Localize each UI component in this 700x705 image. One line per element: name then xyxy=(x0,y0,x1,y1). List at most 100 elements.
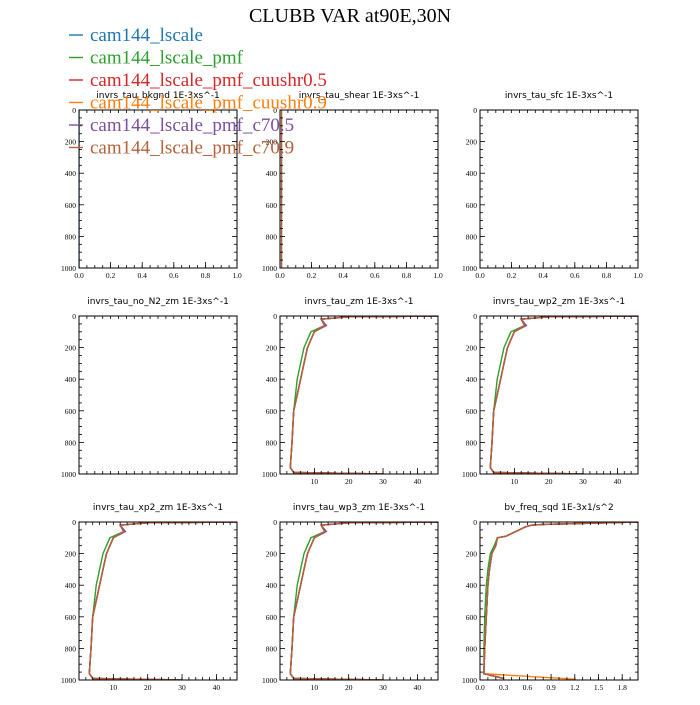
y-tick-label: 1000 xyxy=(262,264,277,273)
panel-title: bv_freq_sqd 1E-3x1/s^2 xyxy=(504,503,613,513)
y-tick-label: 200 xyxy=(266,138,278,147)
x-tick-label: 0.0 xyxy=(475,683,485,692)
y-tick-label: 400 xyxy=(466,375,478,384)
y-tick-label: 0 xyxy=(273,106,277,115)
series-lines xyxy=(289,316,438,474)
y-tick-label: 0 xyxy=(273,518,277,527)
plot-frame xyxy=(479,521,639,681)
y-tick-label: 1000 xyxy=(61,264,76,273)
y-tick-label: 400 xyxy=(266,169,278,178)
series-line-cam144_lscale_pmf_cuushr0.9 xyxy=(483,522,638,680)
y-tick-label: 200 xyxy=(65,138,77,147)
y-tick-label: 800 xyxy=(65,644,77,653)
legend-label: cam144_lscale_pmf_c70.9 xyxy=(90,138,294,159)
series-line-cam144_lscale_pmf_c70.5 xyxy=(88,522,237,680)
panel-title: invrs_tau_wp2_zm 1E-3xs^-1 xyxy=(493,297,625,307)
y-tick-label: 800 xyxy=(266,438,278,447)
panel-title: invrs_tau_no_N2_zm 1E-3xs^-1 xyxy=(87,297,229,307)
y-tick-label: 200 xyxy=(466,550,478,559)
panel-title: invrs_tau_zm 1E-3xs^-1 xyxy=(305,297,414,307)
series-line-cam144_lscale_pmf xyxy=(489,316,638,474)
x-tick-label: 10 xyxy=(311,683,319,692)
plot-frame xyxy=(479,315,639,475)
x-tick-label: 40 xyxy=(414,477,422,486)
legend-label: cam144_lscale_pmf xyxy=(90,48,244,69)
y-tick-label: 1000 xyxy=(462,470,477,479)
y-tick-label: 800 xyxy=(65,438,77,447)
x-tick-label: 1.0 xyxy=(433,271,443,280)
legend-label: cam144_lscale_pmf_cuushr0.9 xyxy=(90,93,327,114)
x-tick-label: 0.0 xyxy=(74,271,84,280)
series-line-cam144_lscale_pmf_cuushr0.5 xyxy=(289,522,438,680)
panel-title: invrs_tau_wp3_zm 1E-3xs^-1 xyxy=(293,503,425,513)
series-line-cam144_lscale_pmf_c70.9 xyxy=(489,316,638,474)
y-tick-label: 400 xyxy=(65,169,77,178)
series-line-cam144_lscale_pmf xyxy=(289,522,438,680)
panel-invrs_tau_no_N2_zm: invrs_tau_no_N2_zm 1E-3xs^-1 0 200 400 600 80… xyxy=(61,297,238,479)
series-lines xyxy=(489,316,638,474)
x-tick-label: 0.6 xyxy=(570,271,580,280)
x-tick-label: 0.0 xyxy=(475,271,485,280)
y-tick-label: 1000 xyxy=(462,676,477,685)
panel-grid: invrs_tau_bkgnd 1E-3xs^-1020040060080010… xyxy=(61,91,643,692)
y-tick-label: 600 xyxy=(466,407,478,416)
plot-frame xyxy=(479,109,639,269)
legend-item: cam144_lscale_pmf_cuushr0.9 xyxy=(69,93,327,114)
series-line-cam144_lscale xyxy=(489,316,638,474)
series-line-cam144_lscale_pmf xyxy=(88,522,237,680)
x-tick-label: 1.8 xyxy=(618,683,628,692)
series-line-cam144_lscale_pmf xyxy=(289,316,438,474)
y-tick-label: 0 xyxy=(72,106,76,115)
series-line-cam144_lscale_pmf_c70.9 xyxy=(289,316,438,474)
series-line-cam144_lscale_pmf_cuushr0.5 xyxy=(489,316,638,474)
x-tick-label: 0.3 xyxy=(499,683,509,692)
series-line-cam144_lscale_pmf_c70.5 xyxy=(489,316,638,474)
y-tick-label: 200 xyxy=(266,550,278,559)
y-tick-label: 1000 xyxy=(61,470,76,479)
y-tick-label: 0 xyxy=(273,312,277,321)
legend-item: cam144_lscale_pmf_c70.5 xyxy=(69,115,294,136)
series-line-cam144_lscale_pmf_c70.5 xyxy=(289,522,438,680)
y-tick-label: 600 xyxy=(466,613,478,622)
y-tick-label: 800 xyxy=(466,438,478,447)
series-line-cam144_lscale_pmf_cuushr0.9 xyxy=(289,522,438,680)
y-tick-label: 200 xyxy=(65,550,77,559)
series-line-cam144_lscale_pmf_c70.9 xyxy=(483,522,638,680)
series-lines xyxy=(289,522,438,680)
y-tick-label: 0 xyxy=(72,312,76,321)
series-line-cam144_lscale xyxy=(483,522,638,680)
panel-invrs_tau_shear: invrs_tau_shear 1E-3xs^-1 0 200 400 600 800 10… xyxy=(262,91,443,280)
y-tick-label: 400 xyxy=(466,169,478,178)
x-tick-label: 0.0 xyxy=(275,271,285,280)
panel-title: invrs_tau_shear 1E-3xs^-1 xyxy=(299,91,420,101)
series-line-cam144_lscale_pmf_c70.5 xyxy=(289,316,438,474)
series-line-cam144_lscale_pmf_cuushr0.5 xyxy=(483,522,638,680)
y-tick-label: 200 xyxy=(65,344,77,353)
plot-frame xyxy=(78,521,238,681)
y-tick-label: 1000 xyxy=(262,470,277,479)
x-tick-label: 0.9 xyxy=(546,683,556,692)
y-tick-label: 800 xyxy=(466,232,478,241)
x-tick-label: 0.4 xyxy=(539,271,549,280)
y-tick-label: 400 xyxy=(466,581,478,590)
x-tick-label: 0.6 xyxy=(523,683,533,692)
x-tick-label: 30 xyxy=(379,477,387,486)
y-tick-label: 0 xyxy=(473,106,477,115)
x-tick-label: 30 xyxy=(579,477,587,486)
legend-label: cam144_lscale_pmf_cuushr0.5 xyxy=(90,70,327,91)
x-tick-label: 10 xyxy=(511,477,519,486)
y-tick-label: 0 xyxy=(473,518,477,527)
y-tick-label: 400 xyxy=(266,581,278,590)
y-tick-label: 600 xyxy=(266,407,278,416)
x-tick-label: 10 xyxy=(110,683,118,692)
panel-title: invrs_tau_bkgnd 1E-3xs^-1 xyxy=(96,91,220,101)
y-tick-label: 400 xyxy=(266,375,278,384)
y-tick-label: 200 xyxy=(466,138,478,147)
x-tick-label: 0.4 xyxy=(339,271,349,280)
legend-item: cam144_lscale_pmf xyxy=(69,48,244,69)
y-tick-label: 600 xyxy=(266,613,278,622)
x-tick-label: 1.0 xyxy=(633,271,643,280)
x-tick-label: 0.2 xyxy=(507,271,517,280)
y-tick-label: 600 xyxy=(65,613,77,622)
